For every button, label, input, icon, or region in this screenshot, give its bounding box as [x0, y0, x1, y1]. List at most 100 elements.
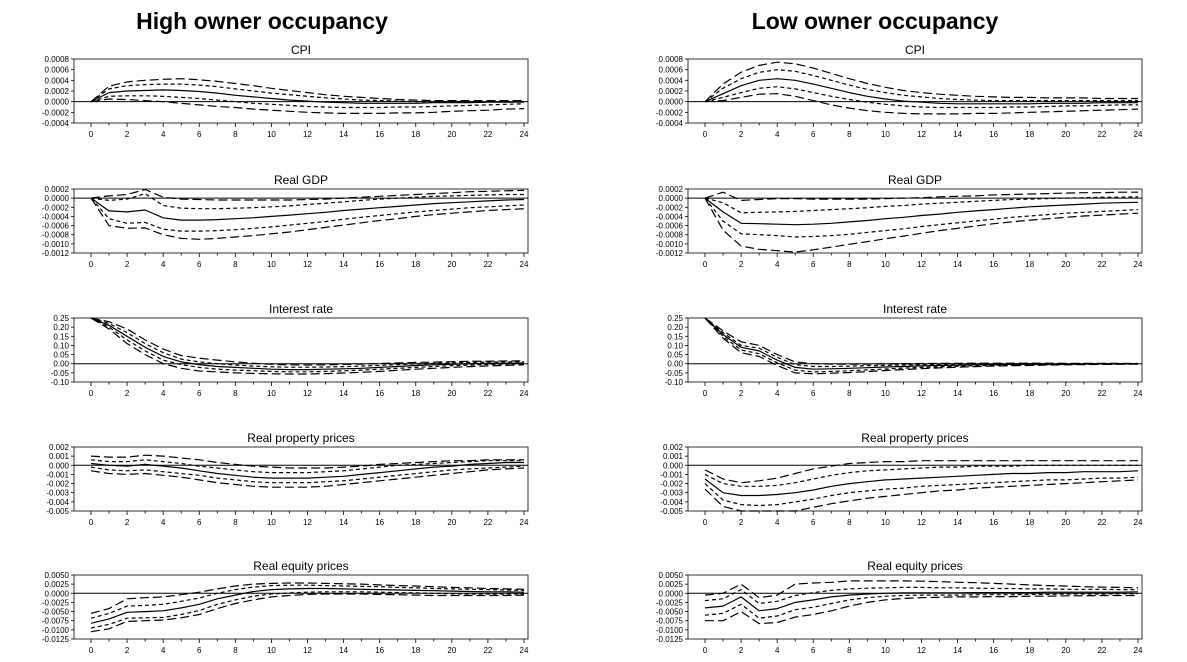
x-tick-label: 4: [161, 260, 166, 269]
x-tick-label: 0: [89, 260, 94, 269]
panel-title: CPI: [905, 43, 925, 57]
series-line-long-dash-2: [704, 460, 1138, 484]
x-tick-label: 22: [1097, 518, 1106, 527]
x-tick-label: 12: [917, 646, 926, 655]
y-tick-label: -0.0125: [42, 635, 70, 644]
y-tick-label: 0.0000: [659, 98, 684, 107]
y-tick-label: -0.0050: [42, 608, 70, 617]
y-tick-label: 0.001: [49, 452, 70, 461]
series-line-long-dash-4: [90, 98, 525, 115]
plot-frame: [687, 446, 1143, 512]
x-tick-label: 22: [483, 518, 492, 527]
series-line-long-dash-4: [90, 467, 525, 488]
series-line-long-dash-2: [90, 454, 524, 469]
series-line-short-dash-1: [704, 464, 1138, 487]
panel-title: Real property prices: [247, 431, 354, 445]
x-tick-label: 8: [847, 389, 852, 398]
series-line-short-dash-1: [90, 459, 524, 474]
y-tick-label: 0.0025: [659, 580, 684, 589]
x-tick-label: 10: [881, 260, 890, 269]
x-tick-label: 20: [447, 518, 456, 527]
y-tick-label: 0.00: [667, 360, 683, 369]
x-tick-label: 14: [339, 260, 348, 269]
plot-frame: [73, 446, 529, 512]
y-tick-label: -0.0010: [42, 240, 70, 249]
x-tick-label: 6: [811, 646, 816, 655]
y-tick-label: 0.0002: [659, 87, 684, 96]
x-tick-label: 4: [775, 518, 780, 527]
panel-title: Real GDP: [274, 173, 328, 187]
y-tick-label: 0.0004: [45, 76, 70, 85]
x-tick-label: 14: [953, 389, 962, 398]
x-tick-label: 2: [125, 518, 130, 527]
series-line-solid-0: [704, 78, 1138, 105]
series-line-long-dash-4: [90, 197, 525, 240]
x-tick-label: 22: [1097, 130, 1106, 139]
y-tick-label: 0.000: [663, 461, 684, 470]
x-tick-label: 24: [520, 389, 529, 398]
y-tick-label: -0.002: [46, 480, 69, 489]
x-tick-label: 10: [267, 646, 276, 655]
x-tick-label: 2: [739, 130, 744, 139]
x-tick-label: 18: [1025, 518, 1034, 527]
x-tick-label: 12: [303, 518, 312, 527]
x-tick-label: 4: [775, 389, 780, 398]
x-tick-label: 0: [703, 260, 708, 269]
x-tick-label: 20: [447, 646, 456, 655]
x-tick-label: 18: [411, 518, 420, 527]
y-tick-label: 0.20: [667, 323, 683, 332]
x-tick-label: 20: [447, 260, 456, 269]
y-tick-label: -0.0100: [656, 626, 684, 635]
x-tick-label: 8: [233, 130, 238, 139]
x-tick-label: 4: [775, 130, 780, 139]
series-line-long-dash-2: [90, 582, 525, 614]
series-line-long-dash-2: [90, 78, 524, 103]
x-tick-label: 2: [739, 389, 744, 398]
series-line-solid-0: [90, 197, 525, 221]
x-tick-label: 16: [375, 260, 384, 269]
x-tick-label: 4: [161, 646, 166, 655]
series-line-solid-0: [704, 470, 1139, 497]
y-tick-label: 0.10: [53, 341, 69, 350]
x-tick-label: 10: [267, 389, 276, 398]
x-tick-label: 8: [233, 646, 238, 655]
plot-frame: [687, 574, 1143, 640]
x-tick-label: 12: [917, 389, 926, 398]
y-tick-label: 0.0006: [659, 66, 684, 75]
x-tick-label: 20: [1061, 130, 1070, 139]
x-tick-label: 14: [339, 518, 348, 527]
y-tick-label: -0.001: [660, 470, 683, 479]
series-line-short-dash-1: [704, 586, 1138, 605]
x-tick-label: 6: [197, 130, 202, 139]
x-tick-label: 2: [739, 518, 744, 527]
x-tick-label: 14: [339, 389, 348, 398]
panel-title: Real equity prices: [867, 559, 962, 573]
x-tick-label: 12: [303, 260, 312, 269]
y-tick-label: 0.0006: [45, 66, 70, 75]
y-tick-label: -0.05: [51, 369, 70, 378]
x-tick-label: 0: [89, 646, 94, 655]
x-tick-label: 16: [989, 646, 998, 655]
x-tick-label: 2: [125, 646, 130, 655]
series-line-long-dash-4: [704, 479, 1139, 512]
y-tick-label: -0.005: [46, 507, 69, 516]
plot-frame: [687, 188, 1143, 254]
series-line-short-dash-1: [90, 317, 525, 368]
x-tick-label: 6: [197, 518, 202, 527]
y-tick-label: -0.05: [665, 369, 684, 378]
x-tick-label: 16: [375, 389, 384, 398]
series-line-short-dash-1: [90, 584, 525, 619]
y-tick-label: -0.0010: [656, 240, 684, 249]
y-tick-label: -0.0012: [42, 249, 70, 258]
y-tick-label: 0.0025: [45, 580, 70, 589]
x-tick-label: 2: [739, 646, 744, 655]
series-line-long-dash-4: [704, 93, 1139, 115]
y-tick-label: 0.05: [667, 351, 683, 360]
x-tick-label: 20: [447, 130, 456, 139]
x-tick-label: 12: [303, 389, 312, 398]
y-tick-label: 0.15: [53, 332, 69, 341]
y-tick-label: 0.0050: [45, 571, 70, 580]
x-tick-label: 18: [411, 389, 420, 398]
x-tick-label: 16: [375, 130, 384, 139]
